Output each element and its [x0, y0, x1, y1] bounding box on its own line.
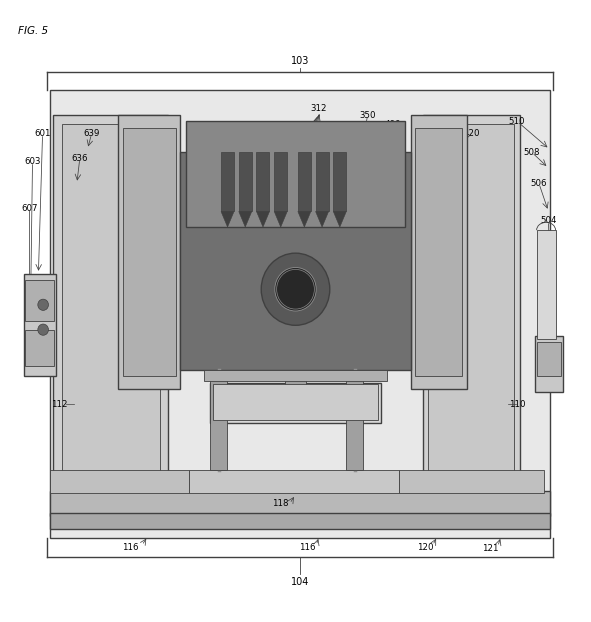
Text: 116: 116 [122, 543, 138, 552]
Text: FIG. 5: FIG. 5 [18, 26, 48, 36]
Text: 401: 401 [444, 129, 460, 138]
Bar [316, 152, 329, 211]
Bar [213, 384, 378, 420]
Bar [537, 230, 556, 339]
Bar [415, 128, 462, 376]
Bar [180, 152, 411, 370]
Bar [118, 115, 180, 389]
Text: 103: 103 [291, 56, 310, 66]
Bar [53, 115, 168, 516]
Bar [537, 342, 561, 376]
Text: 639: 639 [83, 129, 100, 138]
Text: 201: 201 [190, 132, 206, 141]
Bar [423, 115, 520, 516]
Bar [221, 152, 234, 211]
Text: 200: 200 [150, 120, 167, 129]
Text: 300: 300 [278, 392, 295, 401]
Text: 255: 255 [107, 480, 124, 488]
Bar [50, 513, 550, 529]
Circle shape [275, 267, 316, 311]
Text: 508: 508 [524, 148, 540, 157]
Bar [210, 370, 227, 470]
Text: 312: 312 [311, 104, 327, 113]
Text: 321: 321 [239, 392, 255, 401]
Bar [50, 90, 550, 538]
Text: 318: 318 [259, 392, 275, 401]
Text: 116: 116 [299, 543, 316, 552]
Text: 121: 121 [482, 544, 499, 553]
Polygon shape [239, 211, 252, 227]
Text: 104: 104 [291, 577, 310, 587]
Bar [298, 152, 311, 211]
Bar [535, 336, 563, 392]
Bar [50, 491, 550, 516]
Text: 110: 110 [509, 400, 525, 409]
Polygon shape [316, 211, 329, 227]
Bar [256, 152, 269, 211]
Bar [285, 370, 306, 411]
Bar [50, 470, 189, 493]
Polygon shape [298, 211, 311, 227]
Text: 607: 607 [21, 204, 38, 213]
Bar [24, 274, 56, 376]
Bar [186, 121, 405, 227]
Bar [123, 128, 176, 376]
Bar [346, 370, 363, 470]
Text: 400: 400 [385, 120, 401, 129]
Circle shape [38, 324, 48, 335]
Circle shape [38, 299, 48, 310]
Text: 120: 120 [417, 543, 434, 552]
Text: 350: 350 [359, 111, 376, 119]
Polygon shape [256, 211, 269, 227]
Text: 601: 601 [34, 129, 51, 138]
Bar [333, 152, 346, 211]
Text: 455: 455 [405, 480, 422, 488]
Text: 235: 235 [137, 136, 153, 144]
Bar [239, 152, 252, 211]
Bar [204, 370, 387, 381]
Text: 603: 603 [24, 157, 41, 166]
Bar [62, 124, 160, 476]
Circle shape [261, 253, 330, 325]
Bar [210, 383, 381, 423]
Bar [25, 330, 54, 366]
Text: 636: 636 [72, 154, 88, 163]
Bar [411, 115, 467, 389]
Polygon shape [221, 211, 234, 227]
Polygon shape [333, 211, 346, 227]
Text: 112: 112 [51, 400, 67, 409]
Text: 504: 504 [540, 216, 557, 225]
Bar [428, 124, 514, 476]
Text: 308: 308 [213, 129, 230, 138]
Bar [399, 470, 544, 493]
Text: 510: 510 [509, 117, 525, 126]
Text: 420: 420 [463, 129, 480, 138]
Polygon shape [274, 211, 287, 227]
Text: 118: 118 [272, 499, 289, 508]
Bar [274, 152, 287, 211]
Bar [25, 280, 54, 321]
Bar [189, 470, 399, 493]
Text: 506: 506 [531, 179, 547, 188]
